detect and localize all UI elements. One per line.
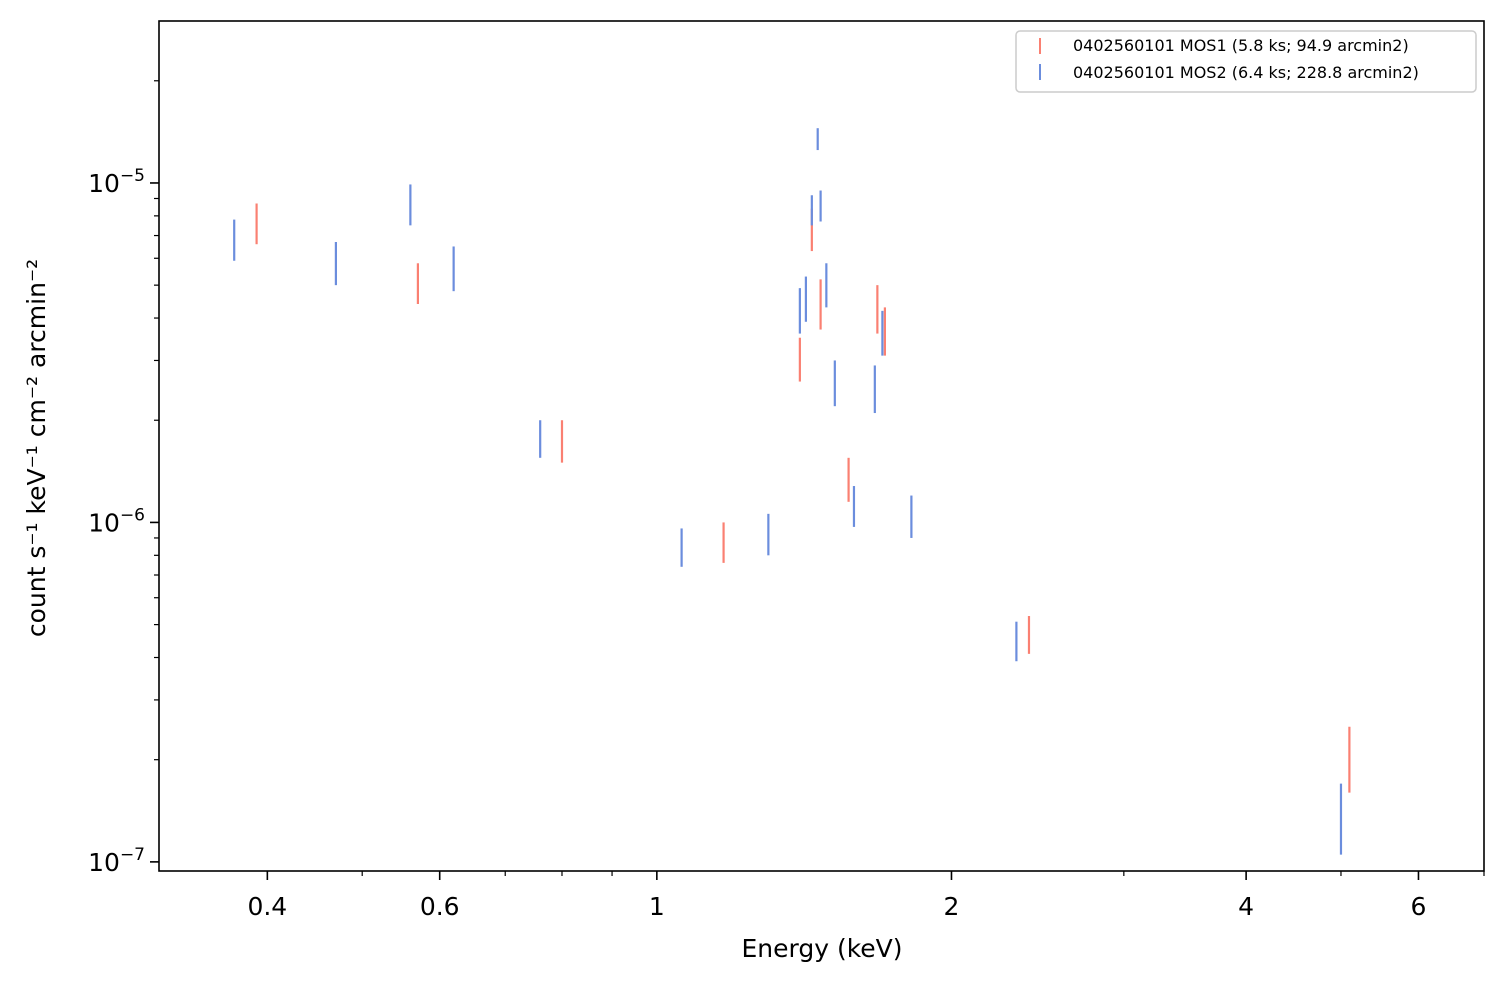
plot-area [158, 20, 1485, 872]
x-tick-label: 2 [944, 892, 960, 921]
y-tick-label: 10−5 [88, 166, 145, 198]
y-tick-exponent: −7 [120, 845, 145, 865]
y-tick-label: 10−6 [88, 505, 145, 537]
y-tick-label: 10−7 [88, 845, 145, 877]
y-tick-exponent: −5 [120, 166, 145, 186]
x-tick-label: 6 [1411, 892, 1427, 921]
x-tick-label: 0.4 [247, 892, 287, 921]
x-tick-label: 1 [649, 892, 665, 921]
ticks-layer: 0.4 0.6 1 2 4 610−510−610−7 [88, 80, 1485, 921]
data-layer [233, 128, 1351, 855]
y-tick-base: 10 [88, 508, 120, 537]
legend: 0402560101 MOS1 (5.8 ks; 94.9 arcmin2) 0… [1015, 30, 1477, 93]
x-tick-label: 0.6 [420, 892, 460, 921]
y-tick-exponent: −6 [120, 505, 145, 525]
x-tick-label: 4 [1238, 892, 1254, 921]
x-axis-label: Energy (keV) [741, 934, 902, 963]
y-tick-base: 10 [88, 169, 120, 198]
y-axis-label: count s⁻¹ keV⁻¹ cm⁻² arcmin⁻² [22, 259, 51, 637]
legend-label-mos2: 0402560101 MOS2 (6.4 ks; 228.8 arcmin2) [1073, 63, 1419, 82]
legend-box [1015, 30, 1477, 93]
legend-label-mos1: 0402560101 MOS1 (5.8 ks; 94.9 arcmin2) [1073, 36, 1409, 55]
y-tick-base: 10 [88, 848, 120, 877]
